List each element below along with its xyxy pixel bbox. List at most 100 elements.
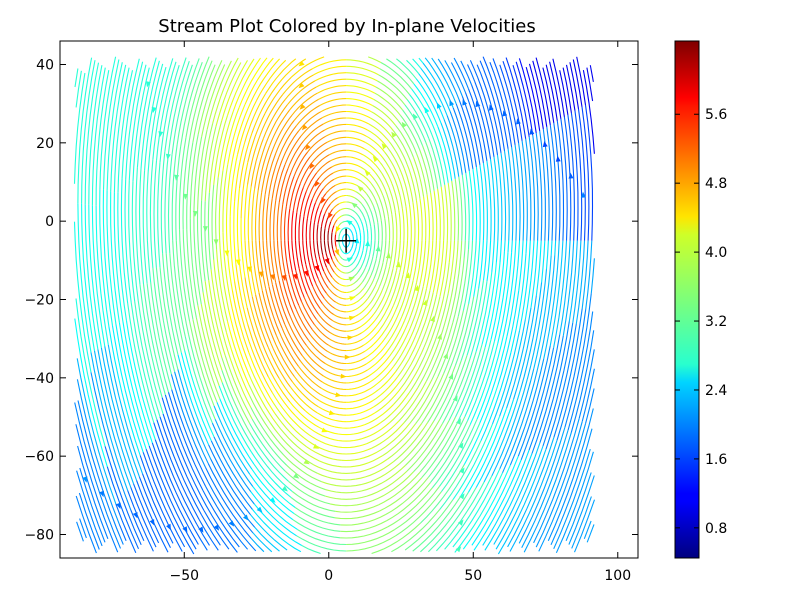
- streamline: [150, 159, 153, 268]
- streamline: [391, 509, 439, 551]
- streamline: [341, 215, 346, 216]
- streamline: [326, 131, 346, 136]
- stream-arrow: [345, 355, 351, 360]
- streamline: [346, 358, 366, 364]
- streamline: [590, 65, 593, 82]
- streamline: [420, 199, 422, 241]
- streamline: [332, 260, 336, 267]
- streamline: [424, 197, 426, 241]
- streamline: [452, 181, 455, 241]
- streamline: [387, 147, 401, 173]
- streamline: [306, 219, 307, 241]
- streamline: [251, 492, 297, 536]
- streamline: [557, 121, 563, 241]
- streamline: [388, 488, 433, 527]
- streamline: [476, 399, 513, 487]
- colorbar-tick-label: 5.6: [705, 107, 727, 123]
- streamline: [347, 246, 348, 247]
- streamline: [346, 302, 356, 305]
- stream-arrow: [365, 170, 371, 176]
- streamline: [227, 59, 254, 116]
- streamline: [329, 251, 332, 260]
- streamline: [455, 179, 458, 241]
- streamline: [395, 487, 440, 530]
- streamline: [313, 286, 323, 303]
- streamline: [325, 496, 367, 499]
- y-tick-label: 20: [36, 136, 54, 152]
- streamline: [310, 221, 311, 241]
- streamline: [381, 221, 382, 241]
- streamline: [310, 241, 313, 261]
- streamline: [346, 157, 362, 161]
- streamline: [312, 149, 328, 163]
- streamline: [327, 267, 333, 277]
- stream-arrow: [243, 515, 249, 521]
- streamline: [406, 419, 441, 465]
- streamline: [217, 250, 228, 321]
- streamline: [550, 125, 556, 241]
- streamline: [285, 136, 301, 165]
- streamline: [327, 137, 346, 142]
- streamline: [572, 497, 592, 549]
- streamline: [555, 241, 556, 256]
- streamline: [362, 319, 376, 333]
- streamline: [393, 241, 397, 269]
- streamline: [226, 344, 251, 408]
- streamline: [302, 356, 323, 376]
- streamline: [461, 61, 472, 85]
- streamline: [413, 59, 421, 68]
- streamline: [338, 290, 346, 293]
- streamline: [483, 57, 487, 66]
- streamline: [394, 368, 419, 404]
- streamline: [322, 214, 325, 227]
- streamline: [344, 228, 346, 229]
- streamline: [503, 371, 538, 473]
- streamline: [303, 241, 306, 265]
- streamline: [254, 447, 293, 491]
- streamline: [455, 473, 503, 553]
- streamline: [335, 425, 365, 429]
- streamline: [196, 318, 219, 399]
- streamline: [355, 220, 358, 226]
- streamline: [346, 137, 365, 142]
- streamline: [274, 201, 276, 241]
- streamline: [281, 205, 283, 241]
- streamline: [563, 68, 571, 113]
- streamline: [352, 272, 358, 278]
- streamline: [249, 363, 275, 414]
- streamline: [346, 163, 360, 167]
- colorbar-tick-label: 4.8: [705, 176, 727, 192]
- streamline: [363, 241, 364, 251]
- streamline: [339, 245, 340, 249]
- streamline: [395, 213, 396, 241]
- streamline: [329, 345, 347, 350]
- streamline: [434, 191, 437, 241]
- streamline: [314, 66, 346, 75]
- streamline: [320, 99, 346, 106]
- streamline: [303, 267, 310, 290]
- streamline: [346, 272, 351, 274]
- streamline: [251, 138, 263, 187]
- streamline: [239, 58, 267, 108]
- streamline: [226, 332, 249, 396]
- y-tick-label: 0: [45, 214, 54, 230]
- streamline: [338, 262, 342, 266]
- streamline: [180, 229, 190, 321]
- streamline: [332, 163, 346, 167]
- colorbar-tick-label: 2.4: [705, 383, 727, 399]
- streamline: [252, 509, 301, 551]
- streamline: [362, 204, 368, 214]
- streamline: [335, 210, 340, 215]
- streamline: [560, 70, 568, 115]
- streamline: [571, 330, 594, 433]
- streamline: [340, 514, 386, 525]
- streamline: [368, 214, 371, 227]
- streamline: [186, 57, 209, 138]
- streamline: [79, 493, 99, 549]
- streamline: [407, 60, 419, 73]
- streamline: [193, 65, 215, 143]
- streamline: [399, 421, 433, 464]
- streamline: [426, 142, 438, 189]
- streamline: [369, 356, 390, 376]
- streamline: [323, 118, 346, 124]
